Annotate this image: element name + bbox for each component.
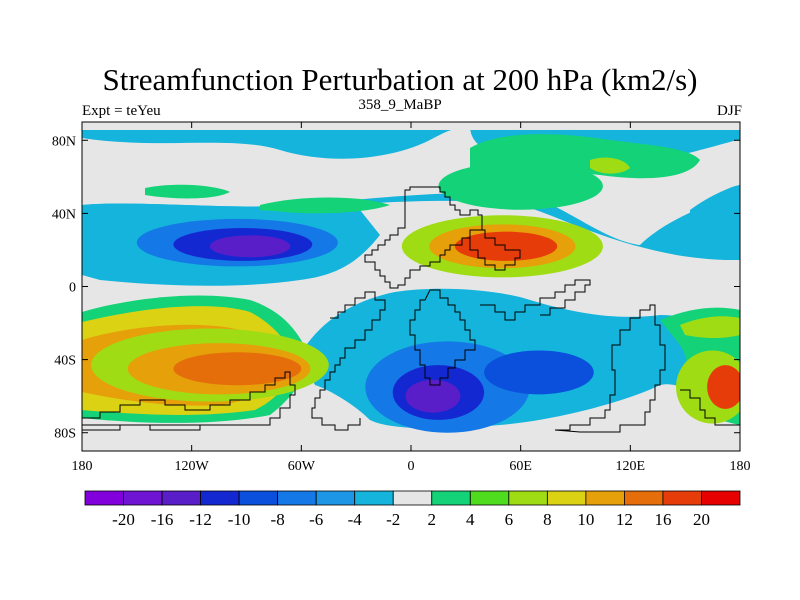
colorbar-label: 4 (466, 510, 475, 529)
contour-core-10 (438, 162, 603, 210)
x-tick-label: 180 (72, 459, 93, 474)
colorbar-swatch (354, 490, 394, 506)
colorbar-swatch (200, 490, 240, 506)
contour-core-6 (173, 352, 302, 386)
colorbar-swatch (161, 490, 201, 506)
contour-band-east-cyan (690, 185, 740, 249)
coastline-south-america-africa (311, 291, 386, 431)
run-label: 358_9_MaBP (358, 97, 442, 113)
coastlines (82, 186, 740, 433)
contour-band-pacific-yellow (680, 316, 740, 339)
colorbar-swatch (585, 490, 625, 506)
colorbar-swatch (392, 490, 433, 506)
coastline-antarctic-ind (554, 304, 666, 433)
y-tick-label: 40N (52, 207, 76, 222)
x-tick-label: 120E (616, 459, 646, 474)
colorbar-label: -8 (270, 510, 285, 529)
colorbar (84, 490, 741, 506)
colorbar-swatch (431, 490, 471, 506)
coastline-pacific-islands (680, 389, 740, 426)
colorbar-label: 16 (654, 510, 672, 529)
colorbar-swatch (546, 490, 587, 506)
season-label: DJF (716, 103, 742, 119)
colorbar-swatch (84, 490, 124, 506)
experiment-label: Expt = teYeu (82, 103, 161, 119)
colorbar-swatch (277, 490, 317, 506)
x-tick-label: 120W (175, 459, 210, 474)
colorbar-swatch (701, 490, 741, 506)
colorbar-label: -16 (150, 510, 174, 529)
page-title: Streamfunction Perturbation at 200 hPa (… (102, 62, 698, 97)
contour-core-9 (454, 231, 558, 261)
colorbar-label: 10 (577, 510, 595, 529)
x-tick-label: 180 (730, 459, 751, 474)
contour-cores (91, 162, 740, 433)
colorbar-label: -4 (347, 510, 362, 529)
colorbar-swatch (238, 490, 279, 506)
coastline-europe-africa (364, 186, 483, 289)
coastline-asia (469, 229, 521, 271)
contour-band-atlantic-green (145, 184, 230, 199)
x-tick-label: 60W (288, 459, 316, 474)
colorbar-label: -12 (189, 510, 212, 529)
coastline-antarctic-pac (82, 371, 296, 426)
colorbar-swatch (624, 490, 664, 506)
colorbar-label: -10 (227, 510, 251, 529)
colorbar-label: -2 (386, 510, 401, 529)
contour-core-17 (707, 365, 740, 409)
colorbar-label: -6 (309, 510, 324, 529)
x-tick-label: 60E (509, 459, 532, 474)
colorbar-swatch (662, 490, 702, 506)
x-tick-label: 0 (408, 459, 415, 474)
colorbar-label: 20 (692, 510, 710, 529)
colorbar-swatch (123, 490, 163, 506)
coastline-west-pacific (82, 424, 201, 431)
x-axis-ticks: 180 120W 60W 0 60E 120E 180 (72, 122, 751, 474)
colorbar-label: -20 (112, 510, 135, 529)
y-tick-label: 0 (69, 281, 76, 296)
y-tick-label: 80S (54, 427, 76, 442)
colorbar-swatch (508, 490, 548, 506)
colorbar-label: 2 (427, 510, 437, 529)
colorbar-label: 6 (504, 510, 514, 529)
coastline-africa-east (409, 289, 476, 386)
y-tick-label: 40S (54, 354, 76, 369)
contour-core-14 (405, 379, 461, 413)
contour-core-15 (484, 350, 594, 395)
y-axis-ticks: 80N 40N 0 40S 80S (52, 134, 740, 442)
colorbar-label: 8 (543, 510, 552, 529)
colorbar-swatch (469, 490, 510, 506)
contour-core-3 (209, 235, 291, 258)
contour-band-north-yellow (590, 157, 630, 174)
contour-band-mid-green (260, 197, 390, 214)
coastline-indian-maritime (480, 279, 591, 321)
colorbar-label: 12 (615, 510, 633, 529)
y-tick-label: 80N (52, 134, 76, 149)
colorbar-swatch (315, 490, 356, 506)
